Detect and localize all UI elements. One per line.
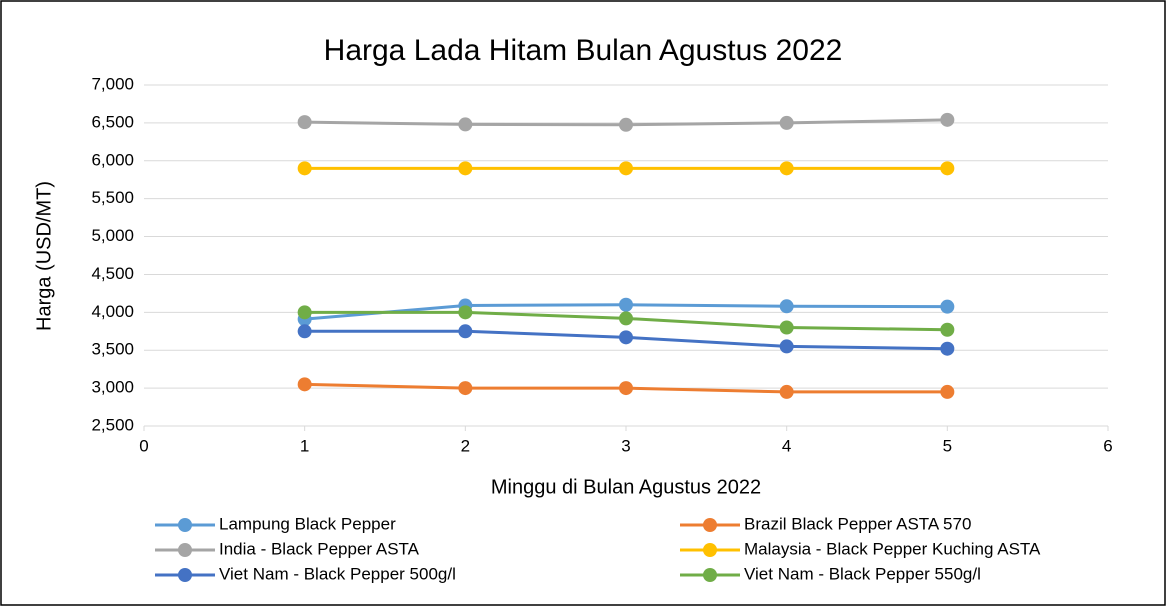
x-tick-label: 0 [139,436,148,455]
data-point [619,381,633,396]
data-point [940,384,955,399]
data-point [297,324,312,339]
data-point [779,161,794,176]
x-tick-label: 5 [943,436,952,455]
y-axis-label: Harga (USD/MT) [33,181,55,331]
x-tick-label: 3 [621,436,630,455]
legend-label: Viet Nam - Black Pepper 500g/l [219,564,456,583]
x-tick-label: 2 [461,436,470,455]
data-point [619,161,633,176]
chart-title: Harga Lada Hitam Bulan Agustus 2022 [324,34,843,67]
data-point [458,381,473,396]
legend-marker [703,568,717,582]
y-tick-label: 5,000 [91,226,134,245]
legend-label: India - Black Pepper ASTA [219,539,420,558]
legend-marker [178,518,192,532]
legend-marker [703,518,717,532]
data-point [458,117,473,132]
data-point [297,115,312,130]
data-point [940,112,955,127]
x-axis-label: Minggu di Bulan Agustus 2022 [491,476,761,498]
data-point [779,384,794,399]
data-point [779,320,794,335]
data-point [297,377,312,392]
data-point [779,115,794,130]
x-tick-label: 1 [300,436,309,455]
data-point [619,311,633,326]
legend-marker [178,543,192,557]
y-tick-label: 6,000 [91,150,134,169]
y-tick-label: 4,000 [91,302,134,321]
y-tick-label: 2,500 [91,415,134,434]
data-point [779,339,794,354]
data-point [458,305,473,320]
y-tick-label: 5,500 [91,188,134,207]
data-point [940,161,955,176]
y-tick-label: 7,000 [91,74,134,93]
legend-marker [703,543,717,557]
legend-label: Viet Nam - Black Pepper 550g/l [744,564,981,583]
data-point [940,341,955,356]
legend-label: Brazil Black Pepper ASTA 570 [744,514,971,533]
data-point [619,117,633,132]
data-point [619,297,633,312]
data-point [940,299,955,314]
legend-label: Lampung Black Pepper [219,514,396,533]
data-point [297,305,312,320]
y-tick-label: 3,500 [91,340,134,359]
legend-label: Malaysia - Black Pepper Kuching ASTA [744,539,1041,558]
x-tick-label: 6 [1103,436,1112,455]
data-point [297,161,312,176]
x-tick-label: 4 [782,436,791,455]
y-tick-label: 4,500 [91,264,134,283]
data-point [619,330,633,345]
data-point [458,161,473,176]
data-point [779,299,794,314]
y-tick-label: 3,000 [91,378,134,397]
y-tick-label: 6,500 [91,112,134,131]
data-point [940,322,955,337]
legend-marker [178,568,192,582]
data-point [458,324,473,339]
